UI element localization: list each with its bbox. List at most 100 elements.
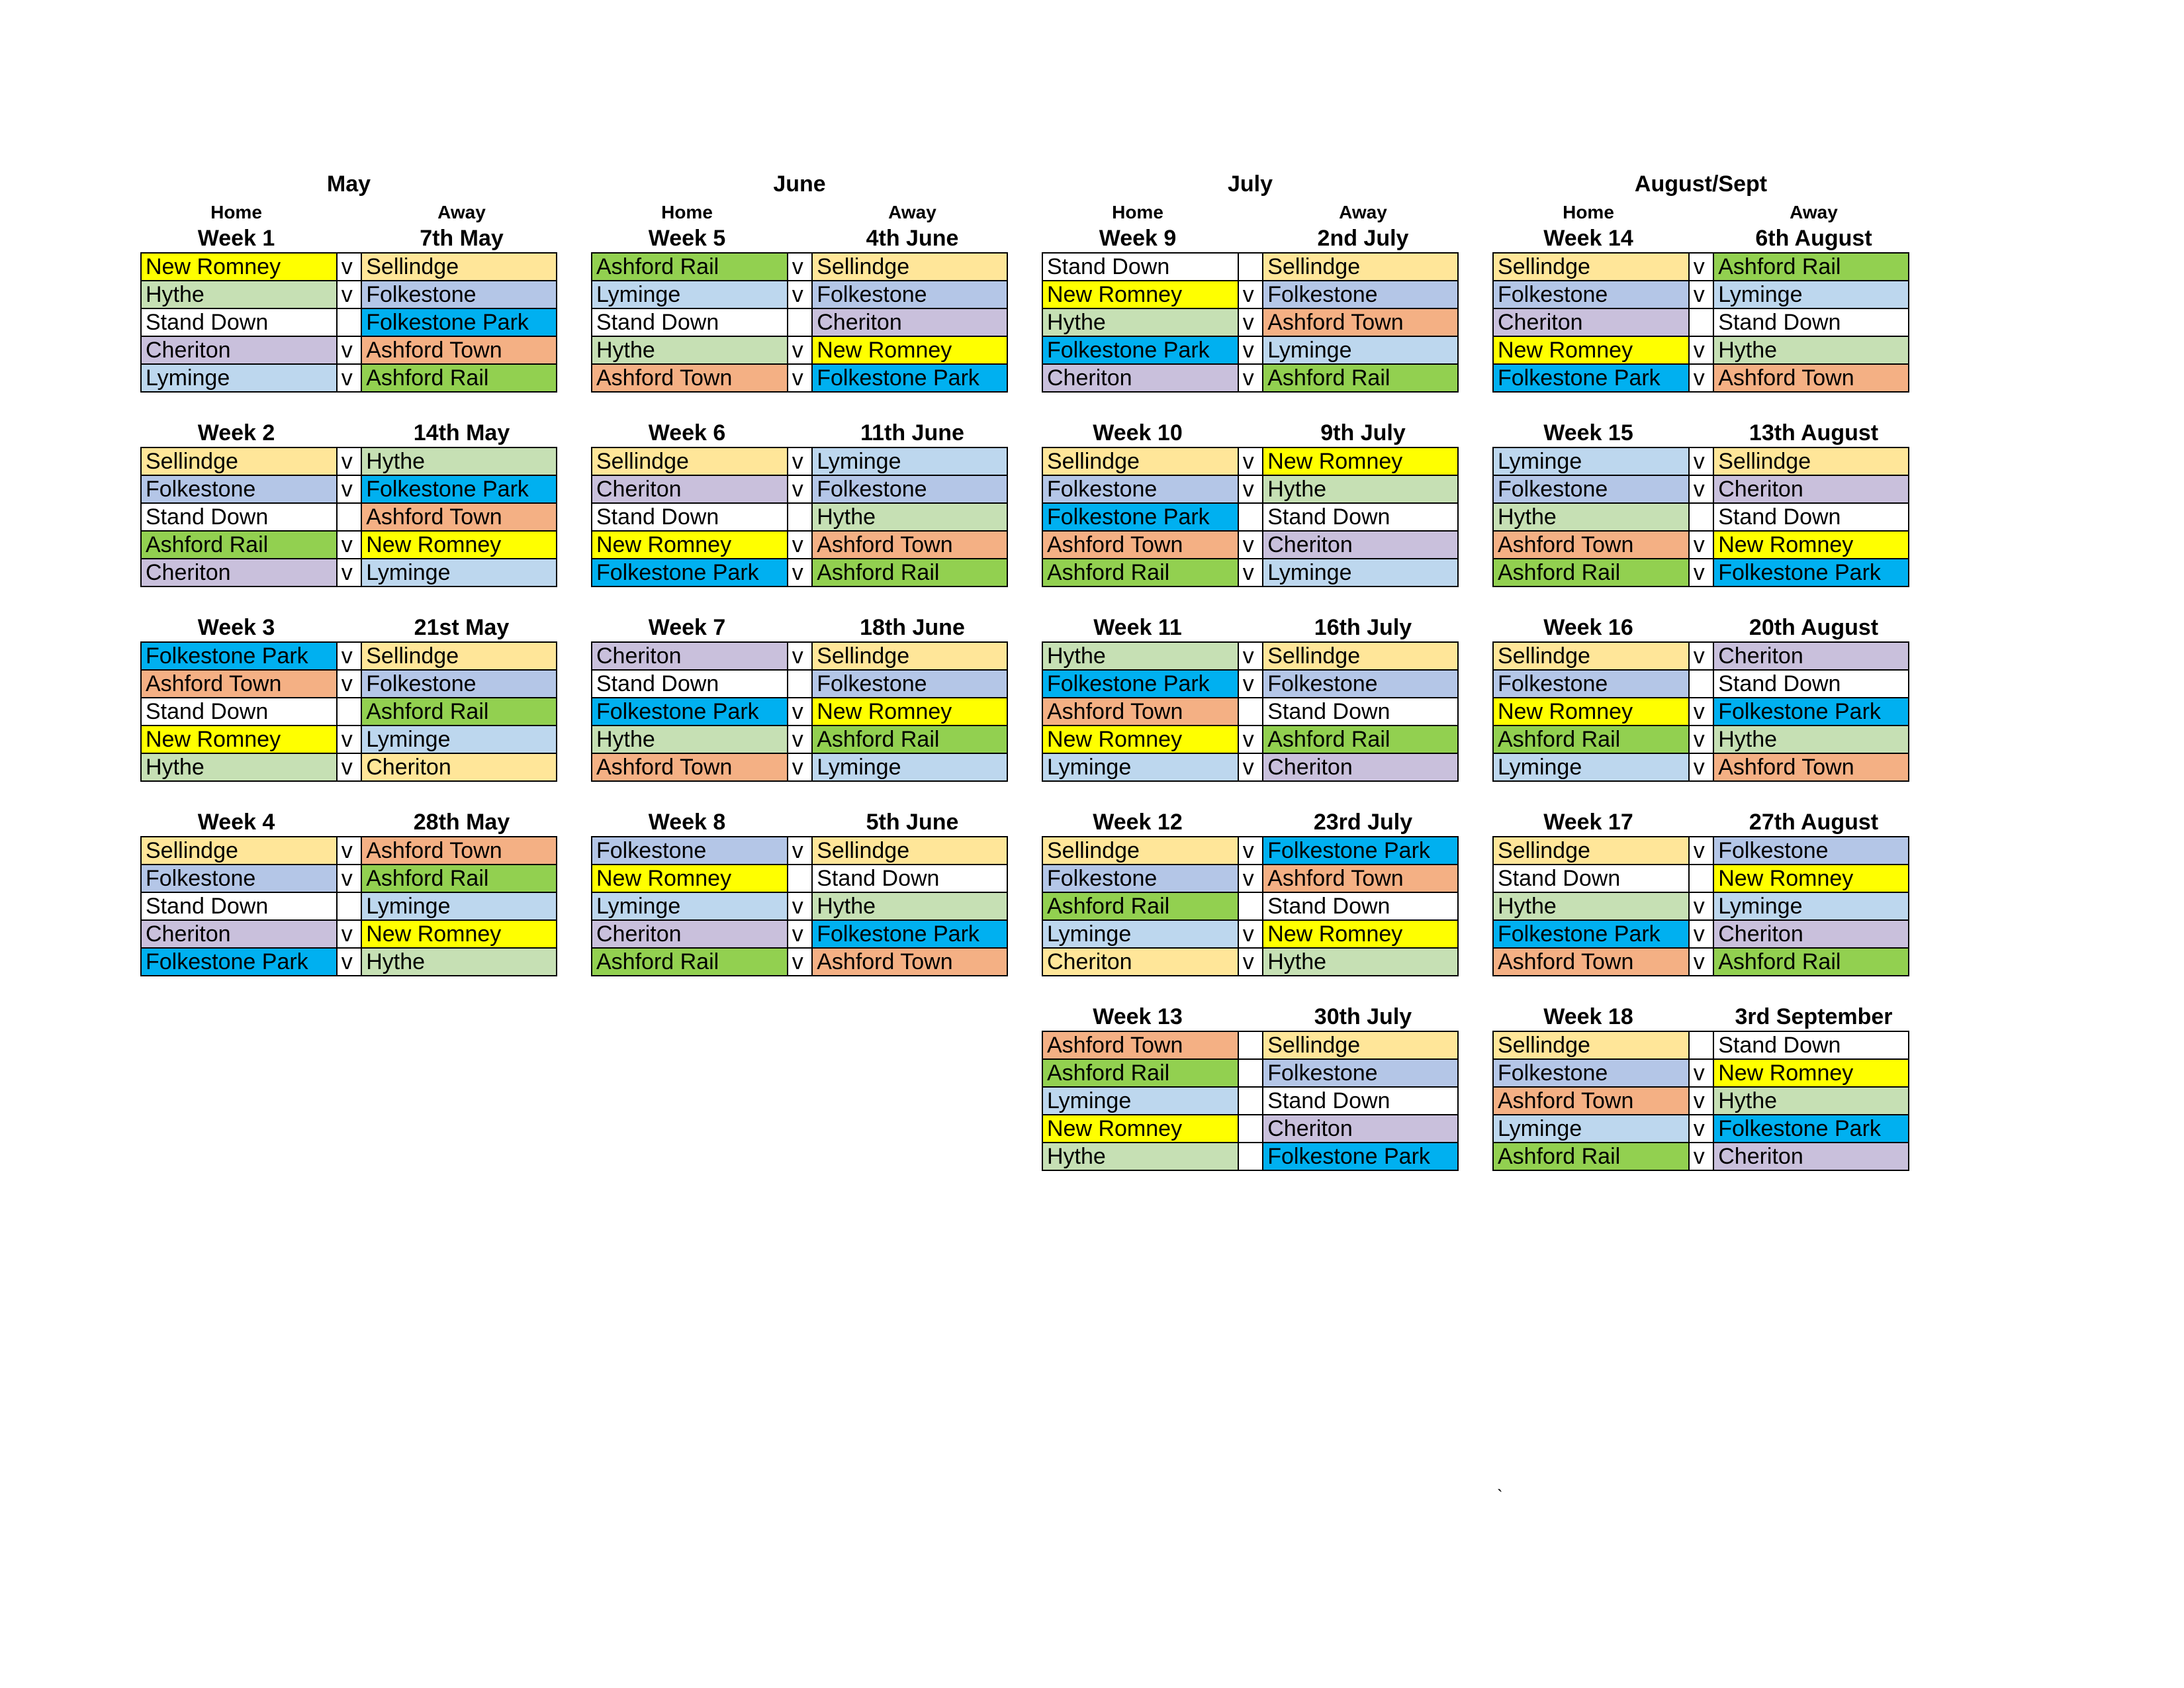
home-team-cell: Sellindge: [140, 836, 338, 865]
week-block: Week 7 18th June Cheriton v Sellindge Stand D…: [591, 614, 1008, 782]
home-team-cell: Ashford Town: [1492, 530, 1690, 559]
home-team-cell: Folkestone Park: [1042, 502, 1239, 532]
versus-cell: v: [1237, 753, 1264, 782]
fixtures-table: Lyminge v Sellindge Folkestone v Cheriton Hyth…: [1492, 447, 1909, 587]
week-header: Week 16 20th August: [1492, 614, 1909, 641]
week-block: Week 17 27th August Sellindge v Folkestone St…: [1492, 808, 1909, 976]
home-team-cell: Ashford Rail: [1042, 558, 1239, 587]
home-team-cell: Lyminge: [1042, 753, 1239, 782]
week-date: 4th June: [866, 226, 959, 251]
away-team-cell: New Romney: [1713, 864, 1909, 893]
fixture-row: Cheriton v Ashford Town: [140, 336, 557, 365]
versus-cell: v: [1688, 252, 1715, 281]
versus-cell: [1237, 502, 1264, 532]
week-date: 3rd September: [1735, 1004, 1893, 1029]
month-title: May: [326, 171, 371, 197]
versus-cell: v: [1237, 725, 1264, 754]
home-team-cell: Ashford Town: [591, 753, 788, 782]
fixture-row: Sellindge v Folkestone Park: [1042, 836, 1459, 865]
away-team-cell: Lyminge: [361, 558, 557, 587]
versus-cell: v: [336, 447, 363, 476]
fixture-row: Sellindge v Lyminge: [591, 447, 1008, 476]
week-number: Week 16: [1543, 615, 1633, 640]
versus-cell: [1688, 669, 1715, 698]
home-team-cell: Ashford Rail: [591, 947, 788, 976]
home-team-cell: Sellindge: [1042, 447, 1239, 476]
fixture-row: Lyminge Stand Down: [1042, 1086, 1459, 1115]
away-team-cell: Cheriton: [811, 308, 1008, 337]
versus-cell: [1237, 1114, 1264, 1143]
fixture-row: Folkestone v Sellindge: [591, 836, 1008, 865]
fixture-row: Ashford Rail v Cheriton: [1492, 1142, 1909, 1171]
fixtures-table: Sellindge v Ashford Town Folkestone v Ashford…: [140, 836, 557, 976]
fixture-row: Ashford Rail v Lyminge: [1042, 558, 1459, 587]
away-team-cell: Lyminge: [811, 447, 1008, 476]
home-team-cell: Sellindge: [140, 447, 338, 476]
away-team-cell: Folkestone: [1262, 669, 1459, 698]
home-team-cell: Ashford Town: [1042, 530, 1239, 559]
versus-cell: v: [1688, 697, 1715, 726]
home-team-cell: Cheriton: [591, 641, 788, 671]
week-block: Week 4 28th May Sellindge v Ashford Town Folk…: [140, 808, 557, 976]
week-header: Week 2 14th May: [140, 419, 557, 447]
versus-cell: v: [1237, 836, 1264, 865]
fixture-row: Ashford Town Stand Down: [1042, 697, 1459, 726]
fixture-row: Ashford Town v Lyminge: [591, 753, 1008, 782]
away-team-cell: Hythe: [1713, 336, 1909, 365]
week-block: Week 18 3rd September Sellindge Stand Down F…: [1492, 1003, 1909, 1171]
home-team-cell: Ashford Town: [591, 363, 788, 393]
away-team-cell: Hythe: [1713, 1086, 1909, 1115]
away-team-cell: Hythe: [811, 892, 1008, 921]
versus-cell: [1237, 1086, 1264, 1115]
week-date: 13th August: [1749, 420, 1879, 445]
versus-cell: [336, 697, 363, 726]
home-team-cell: Sellindge: [591, 447, 788, 476]
fixture-row: Folkestone Park v Sellindge: [140, 641, 557, 671]
versus-cell: v: [1688, 1058, 1715, 1088]
fixture-row: Cheriton Stand Down: [1492, 308, 1909, 337]
versus-cell: v: [1237, 641, 1264, 671]
week-date: 27th August: [1749, 810, 1879, 835]
fixture-row: Sellindge v Cheriton: [1492, 641, 1909, 671]
home-team-cell: New Romney: [591, 864, 788, 893]
home-team-cell: Ashford Rail: [591, 252, 788, 281]
fixture-row: Folkestone Park Stand Down: [1042, 502, 1459, 532]
fixture-row: New Romney v Folkestone Park: [1492, 697, 1909, 726]
away-team-cell: Stand Down: [1713, 308, 1909, 337]
versus-cell: v: [1237, 447, 1264, 476]
away-team-cell: Stand Down: [811, 864, 1008, 893]
fixture-row: Folkestone v Cheriton: [1492, 475, 1909, 504]
week-header: Week 10 9th July: [1042, 419, 1459, 447]
versus-cell: v: [1688, 641, 1715, 671]
away-team-cell: Ashford Town: [811, 530, 1008, 559]
away-team-cell: Folkestone: [1262, 1058, 1459, 1088]
fixture-row: Folkestone Stand Down: [1492, 669, 1909, 698]
versus-cell: [336, 892, 363, 921]
away-team-cell: New Romney: [1713, 530, 1909, 559]
away-team-cell: Cheriton: [1713, 919, 1909, 949]
stray-mark: `: [1497, 1486, 1503, 1506]
fixture-row: Cheriton v New Romney: [140, 919, 557, 949]
home-team-cell: Folkestone: [140, 864, 338, 893]
fixture-row: Ashford Town v Hythe: [1492, 1086, 1909, 1115]
home-team-cell: Hythe: [1042, 641, 1239, 671]
fixture-row: Cheriton v Sellindge: [591, 641, 1008, 671]
week-number: Week 4: [197, 810, 275, 835]
home-team-cell: New Romney: [1042, 1114, 1239, 1143]
versus-cell: [786, 308, 813, 337]
fixture-row: Hythe v Ashford Town: [1042, 308, 1459, 337]
away-team-cell: Ashford Town: [361, 502, 557, 532]
versus-cell: v: [336, 280, 363, 309]
fixture-row: Ashford Rail v Sellindge: [591, 252, 1008, 281]
away-team-cell: Lyminge: [1262, 558, 1459, 587]
home-team-cell: Ashford Rail: [140, 530, 338, 559]
away-team-cell: Stand Down: [1262, 502, 1459, 532]
fixture-row: Hythe v Sellindge: [1042, 641, 1459, 671]
away-team-cell: Sellindge: [811, 836, 1008, 865]
fixture-row: Ashford Town v Folkestone Park: [591, 363, 1008, 393]
away-team-cell: Folkestone Park: [1713, 558, 1909, 587]
home-team-cell: Hythe: [140, 280, 338, 309]
versus-cell: v: [786, 530, 813, 559]
versus-cell: v: [1237, 363, 1264, 393]
fixture-row: Cheriton v Ashford Rail: [1042, 363, 1459, 393]
